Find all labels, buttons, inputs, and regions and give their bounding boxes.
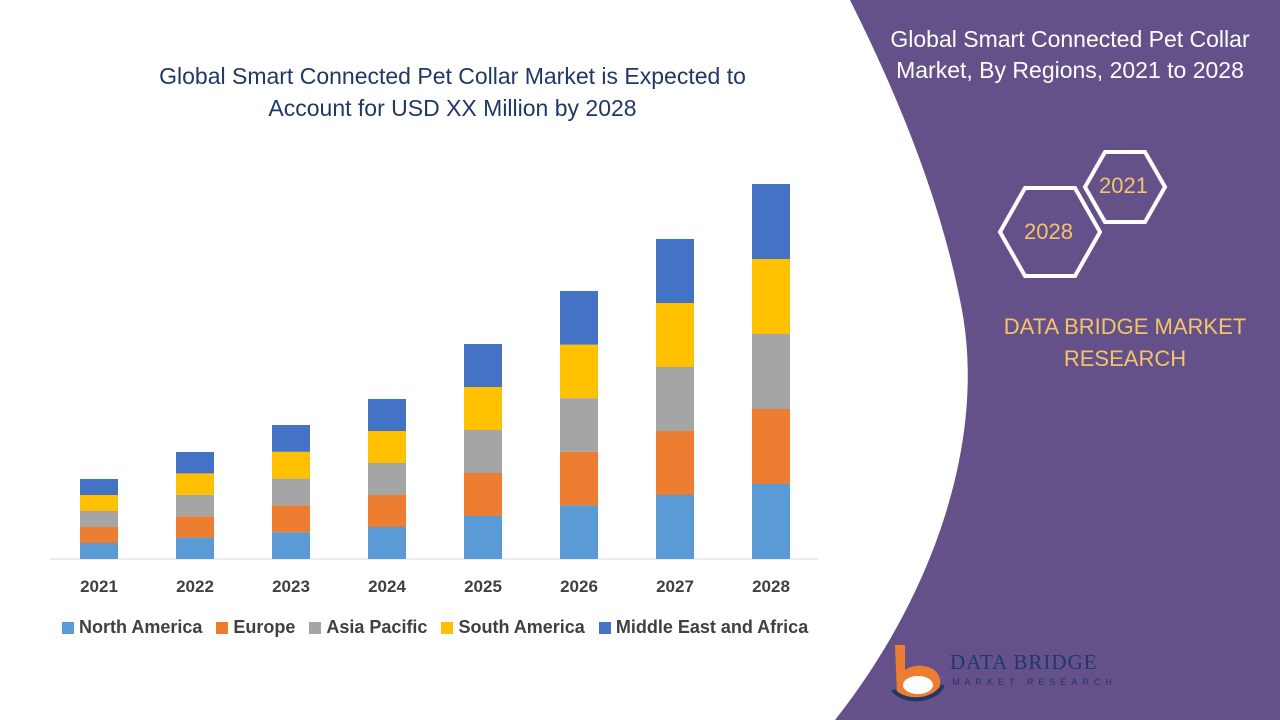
bar-2021-south-america: [80, 495, 118, 511]
bar-2026-europe: [560, 451, 598, 506]
bar-2026-middle-east-and-africa: [560, 291, 598, 345]
legend-swatch: [598, 621, 611, 634]
bar-2028-asia-pacific: [752, 334, 790, 409]
logo-subtext: MARKET RESEARCH: [952, 677, 1117, 687]
bar-2027-asia-pacific: [656, 367, 694, 431]
bar-2021-middle-east-and-africa: [80, 479, 118, 495]
legend-swatch: [62, 621, 74, 634]
legend-swatch: [309, 621, 322, 634]
legend-item: Asia Pacific: [309, 617, 427, 638]
bar-2023-asia-pacific: [272, 478, 310, 506]
bar-2022-south-america: [176, 473, 214, 495]
hexagon-2028: [997, 186, 1103, 278]
side-panel: [835, 0, 1280, 720]
bar-2023-middle-east-and-africa: [272, 425, 310, 452]
bar-2022-north-america: [176, 537, 214, 559]
bar-2022-asia-pacific: [176, 494, 214, 517]
bar-2027-middle-east-and-africa: [656, 239, 694, 303]
x-tick-label: 2026: [560, 577, 598, 596]
hexagon-2021: [1082, 150, 1168, 224]
brand-text: DATA BRIDGE MARKET RESEARCH: [1003, 314, 1247, 371]
legend-label: Europe: [233, 617, 296, 637]
legend-label: Middle East and Africa: [615, 617, 809, 637]
bar-2025-south-america: [464, 387, 502, 430]
legend-label: North America: [79, 617, 203, 637]
legend-swatch: [216, 621, 229, 634]
logo-icon: [891, 645, 945, 702]
bar-2024-asia-pacific: [368, 463, 406, 495]
legend-item: Europe: [216, 617, 295, 638]
bar-2026-north-america: [560, 505, 598, 559]
bar-2024-europe: [368, 495, 406, 527]
x-tick-label: 2023: [272, 577, 310, 596]
legend-label: South America: [458, 617, 585, 637]
bar-2028-europe: [752, 409, 790, 484]
bar-2026-south-america: [560, 344, 598, 399]
bar-2025-asia-pacific: [464, 430, 502, 473]
hex-label-2028: 2028: [1024, 219, 1073, 244]
bar-2022-middle-east-and-africa: [176, 452, 214, 474]
bar-2027-europe: [656, 431, 694, 495]
chart-title: Global Smart Connected Pet Collar Market…: [159, 63, 746, 121]
bar-2025-europe: [464, 473, 502, 516]
logo-text: DATA BRIDGE: [950, 650, 1098, 674]
bar-2021-asia-pacific: [80, 511, 118, 527]
bar-2021-north-america: [80, 543, 118, 559]
bar-2025-north-america: [464, 516, 502, 559]
x-tick-label: 2025: [464, 577, 502, 596]
legend: North America Europe Asia Pacific South Ame…: [62, 617, 808, 638]
x-tick-label: 2028: [752, 577, 790, 596]
bar-2028-south-america: [752, 259, 790, 334]
bar-2022-europe: [176, 516, 214, 538]
legend-item: South America: [441, 617, 585, 638]
bar-2025-middle-east-and-africa: [464, 344, 502, 387]
hex-label-2021: 2021: [1099, 173, 1148, 198]
bar-2028-middle-east-and-africa: [752, 184, 790, 259]
legend-item: Middle East and Africa: [598, 617, 809, 638]
bar-2021-europe: [80, 527, 118, 543]
x-tick-label: 2022: [176, 577, 214, 596]
x-tick-label: 2027: [656, 577, 694, 596]
bar-2024-north-america: [368, 527, 406, 559]
bar-2023-europe: [272, 505, 310, 533]
x-tick-label: 2021: [80, 577, 118, 596]
legend-label: Asia Pacific: [326, 617, 428, 637]
legend-swatch: [441, 621, 454, 634]
bar-2028-north-america: [752, 484, 790, 559]
bar-2023-north-america: [272, 532, 310, 559]
bar-2027-north-america: [656, 495, 694, 559]
bar-2023-south-america: [272, 451, 310, 479]
x-tick-label: 2024: [368, 577, 406, 596]
legend-item: North America: [62, 617, 202, 638]
side-panel-title: Global Smart Connected Pet Collar Market…: [890, 26, 1250, 83]
bar-2024-south-america: [368, 431, 406, 463]
bar-2027-south-america: [656, 303, 694, 367]
bar-2026-asia-pacific: [560, 398, 598, 452]
bar-2024-middle-east-and-africa: [368, 399, 406, 431]
